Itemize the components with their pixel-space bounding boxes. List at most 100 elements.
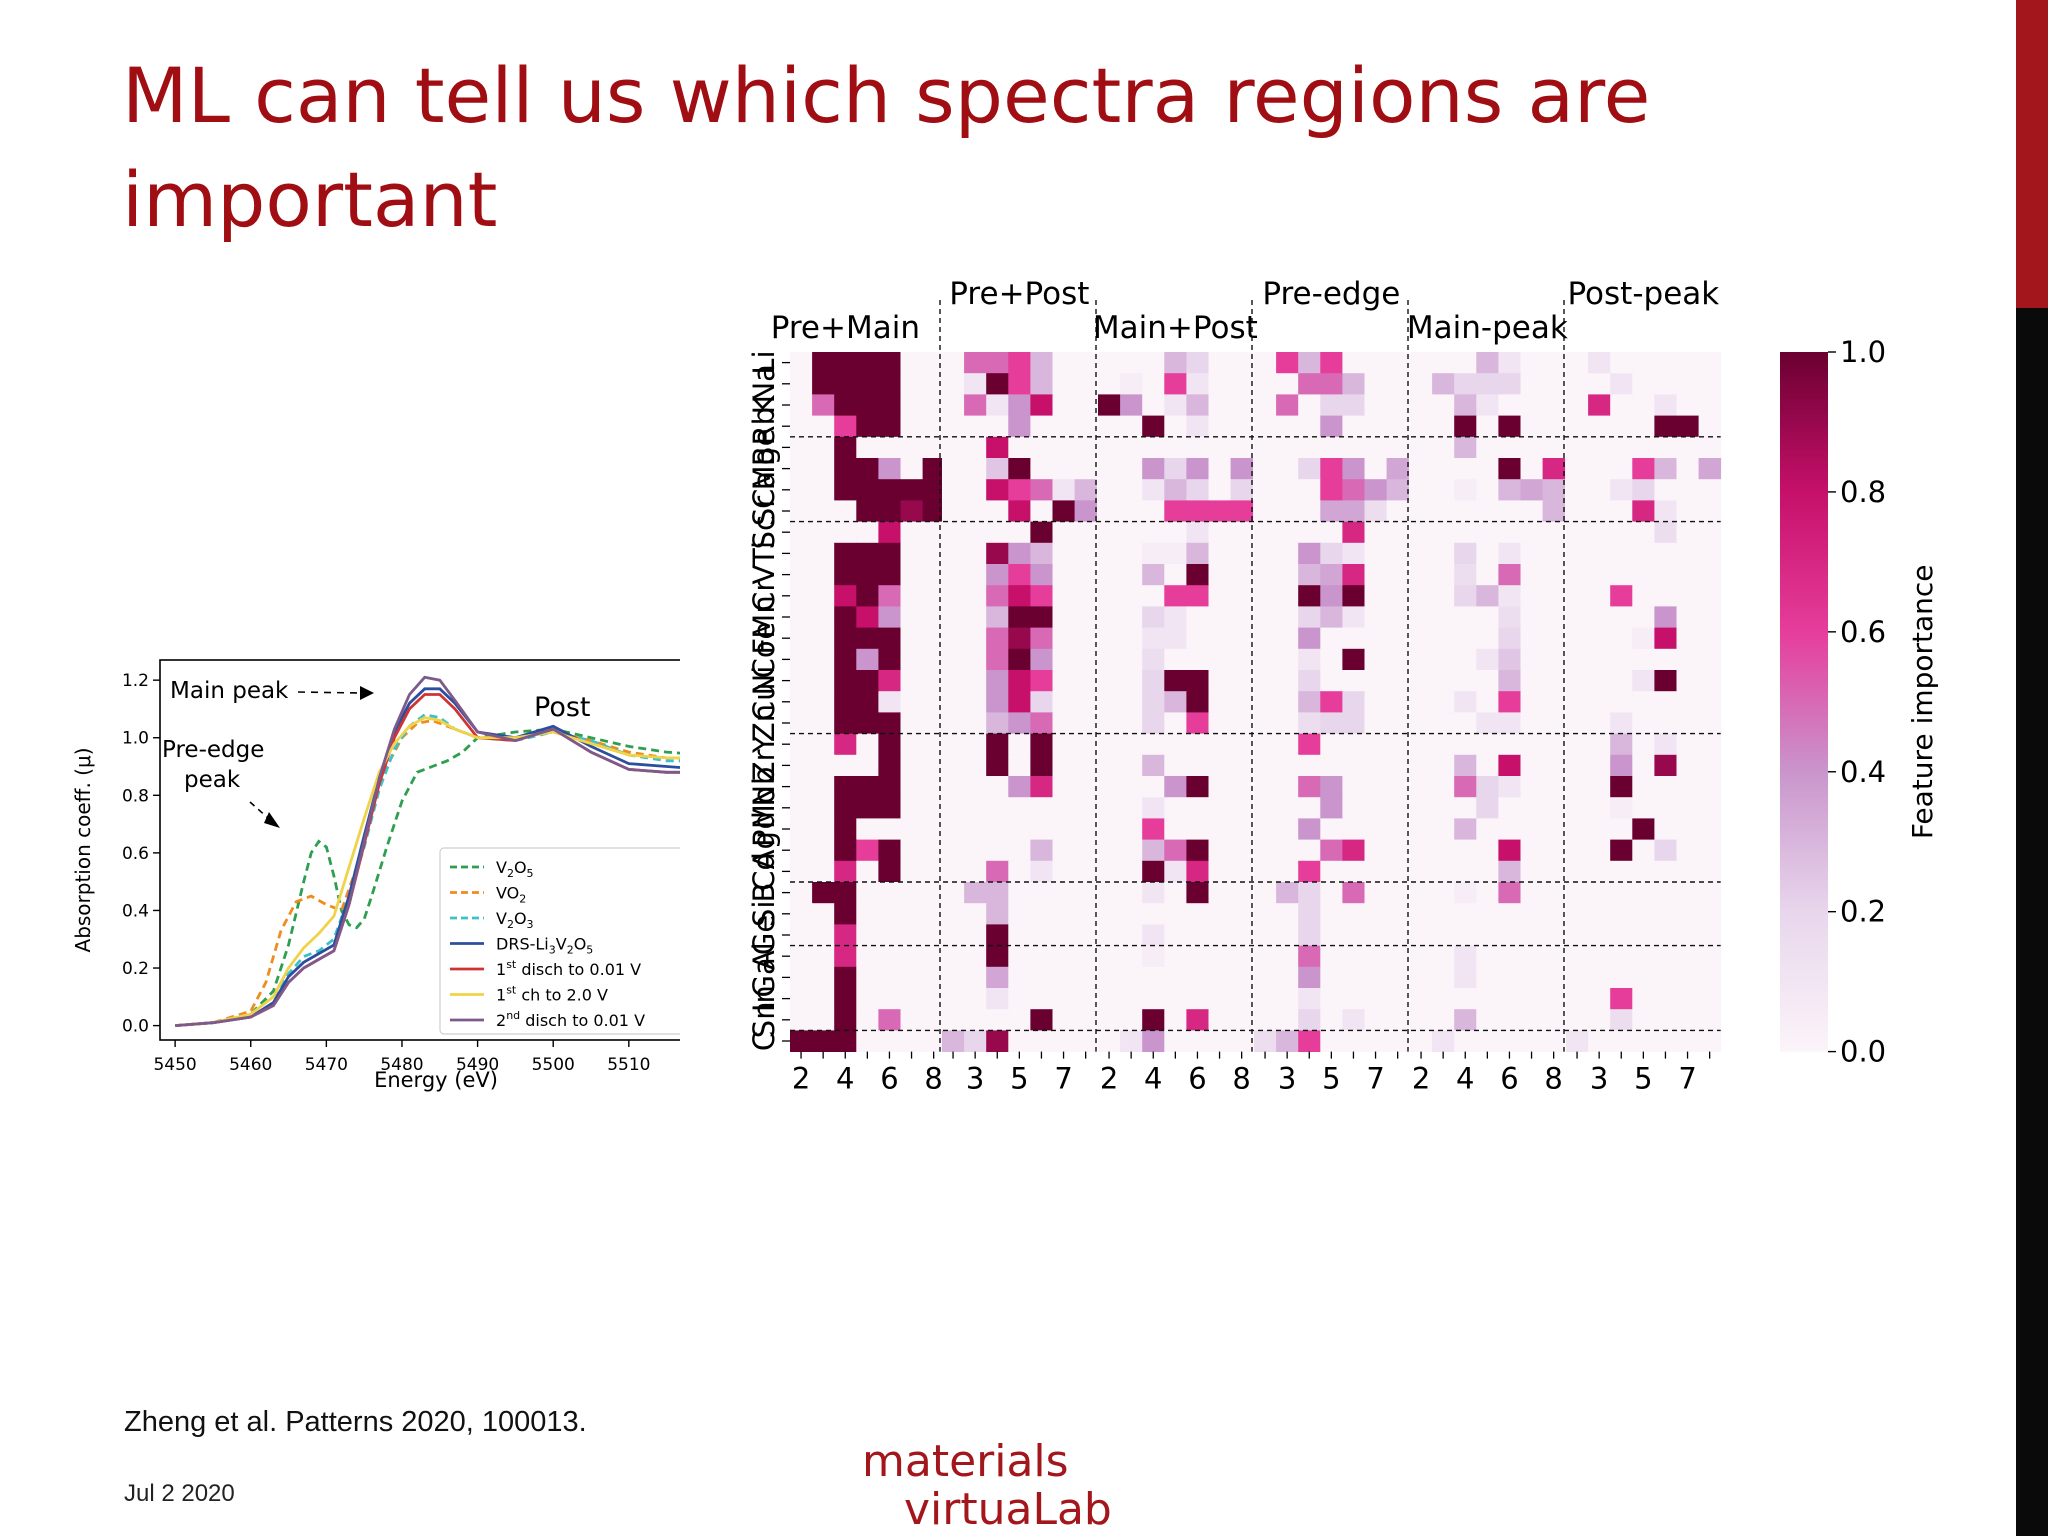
heatmap-cell [856, 564, 879, 586]
heatmap-cell [1566, 394, 1589, 416]
heatmap-cell [1476, 394, 1499, 416]
heatmap-cell [986, 352, 1009, 374]
heatmap-cell [1164, 776, 1187, 798]
heatmap-cell [900, 882, 923, 904]
heatmap-cell [1364, 733, 1387, 756]
heatmap-cell [1030, 415, 1053, 438]
heatmap-cell [1208, 564, 1231, 586]
heatmap-cell [1030, 882, 1053, 904]
xanes-xtick-label: 5450 [153, 1055, 196, 1075]
heatmap-cell [812, 373, 835, 395]
heatmap-cell [1276, 500, 1299, 522]
heatmap-cell [1074, 860, 1098, 883]
heatmap-cell [1454, 733, 1477, 756]
heatmap-cell [942, 839, 965, 862]
heatmap-cell [834, 945, 857, 968]
heatmap-cell [1410, 606, 1433, 628]
heatmap-cell [1276, 585, 1299, 607]
heatmap-cell [1610, 585, 1633, 607]
heatmap-cell [1320, 882, 1343, 904]
heatmap-cell [942, 648, 965, 671]
row-tick-label: Ca [747, 471, 781, 509]
heatmap-cell [1364, 352, 1387, 374]
heatmap-cell [1566, 585, 1589, 607]
heatmap-cell [1008, 500, 1031, 522]
heatmap-cell [834, 797, 857, 819]
heatmap-cell [1320, 542, 1343, 565]
heatmap-cell [1120, 924, 1143, 946]
heatmap-cell [1030, 352, 1053, 374]
heatmap-cell [1298, 712, 1321, 734]
heatmap-cell [922, 839, 946, 862]
heatmap-cell [1454, 818, 1477, 840]
slide-title: ML can tell us which spectra regions are… [122, 51, 1651, 244]
heatmap-cell [1542, 839, 1566, 862]
heatmap-cell [1120, 585, 1143, 607]
heatmap-cell [1342, 627, 1365, 650]
heatmap-cell [1476, 924, 1499, 946]
heatmap-cell [1454, 797, 1477, 819]
heatmap-cell [1120, 1030, 1143, 1052]
heatmap-cell [1008, 882, 1031, 904]
heatmap-cell [1498, 479, 1521, 501]
heatmap-cell [1364, 797, 1387, 819]
heatmap-cell [1320, 1009, 1343, 1031]
heatmap-cell [1588, 776, 1611, 798]
heatmap-cell [856, 988, 879, 1010]
heatmap-cell [1320, 585, 1343, 607]
heatmap-cell [1120, 564, 1143, 586]
main-peak-arrowhead [360, 686, 374, 700]
heatmap-cell [1186, 839, 1209, 862]
heatmap-cell [1520, 564, 1543, 586]
heatmap-cell [878, 860, 901, 883]
xanes-plot-frame [159, 659, 680, 1041]
heatmap-cell [964, 606, 987, 628]
heatmap-cell [1164, 627, 1187, 650]
heatmap-cell [1610, 458, 1633, 480]
heatmap-cell [834, 373, 857, 395]
heatmap-cell [1186, 436, 1209, 459]
heatmap-cell [1698, 500, 1722, 522]
heatmap-cell [922, 691, 946, 713]
heatmap-cell [1364, 818, 1387, 840]
heatmap-cell [1030, 670, 1053, 692]
heatmap-cell [1610, 479, 1633, 501]
heatmap-cell [1386, 903, 1410, 925]
heatmap-cell [1320, 627, 1343, 650]
annotation-post: Post [534, 692, 591, 723]
heatmap-cell [1542, 754, 1566, 777]
heatmap-cell [1074, 479, 1098, 501]
heatmap-cell [1676, 903, 1699, 925]
heatmap-cell [1030, 988, 1053, 1010]
heatmap-cell [1254, 564, 1277, 586]
heatmap-cell [1098, 903, 1121, 925]
heatmap-cell [1698, 860, 1722, 883]
heatmap-cell [1074, 882, 1098, 904]
heatmap-cell [986, 1009, 1009, 1031]
heatmap-cell [1074, 585, 1098, 607]
col-tick-label: 3 [814, 1106, 832, 1110]
heatmap-cell [1320, 564, 1343, 586]
col-tick-label: 8 [1388, 1106, 1406, 1110]
heatmap-cell [834, 754, 857, 777]
heatmap-cell [1342, 648, 1365, 671]
heatmap-cell [1254, 1009, 1277, 1031]
heatmap-cell [900, 500, 923, 522]
heatmap-cell [1142, 903, 1165, 925]
heatmap-cell [1676, 585, 1699, 607]
heatmap-cell [900, 712, 923, 734]
heatmap-cell [1208, 797, 1231, 819]
xanes-xtick-label: 5510 [607, 1055, 650, 1075]
heatmap-cell [1386, 606, 1410, 628]
heatmap-cell [1142, 394, 1165, 416]
heatmap-cell [1254, 627, 1277, 650]
heatmap-cell [834, 776, 857, 798]
heatmap-cell [1186, 945, 1209, 968]
heatmap-cell [1364, 839, 1387, 862]
heatmap-cell [986, 882, 1009, 904]
heatmap-cell [1432, 860, 1455, 883]
heatmap-cell [1008, 1030, 1031, 1052]
heatmap-cell [1588, 648, 1611, 671]
heatmap-cell [1008, 627, 1031, 650]
heatmap-cell [1632, 436, 1655, 459]
